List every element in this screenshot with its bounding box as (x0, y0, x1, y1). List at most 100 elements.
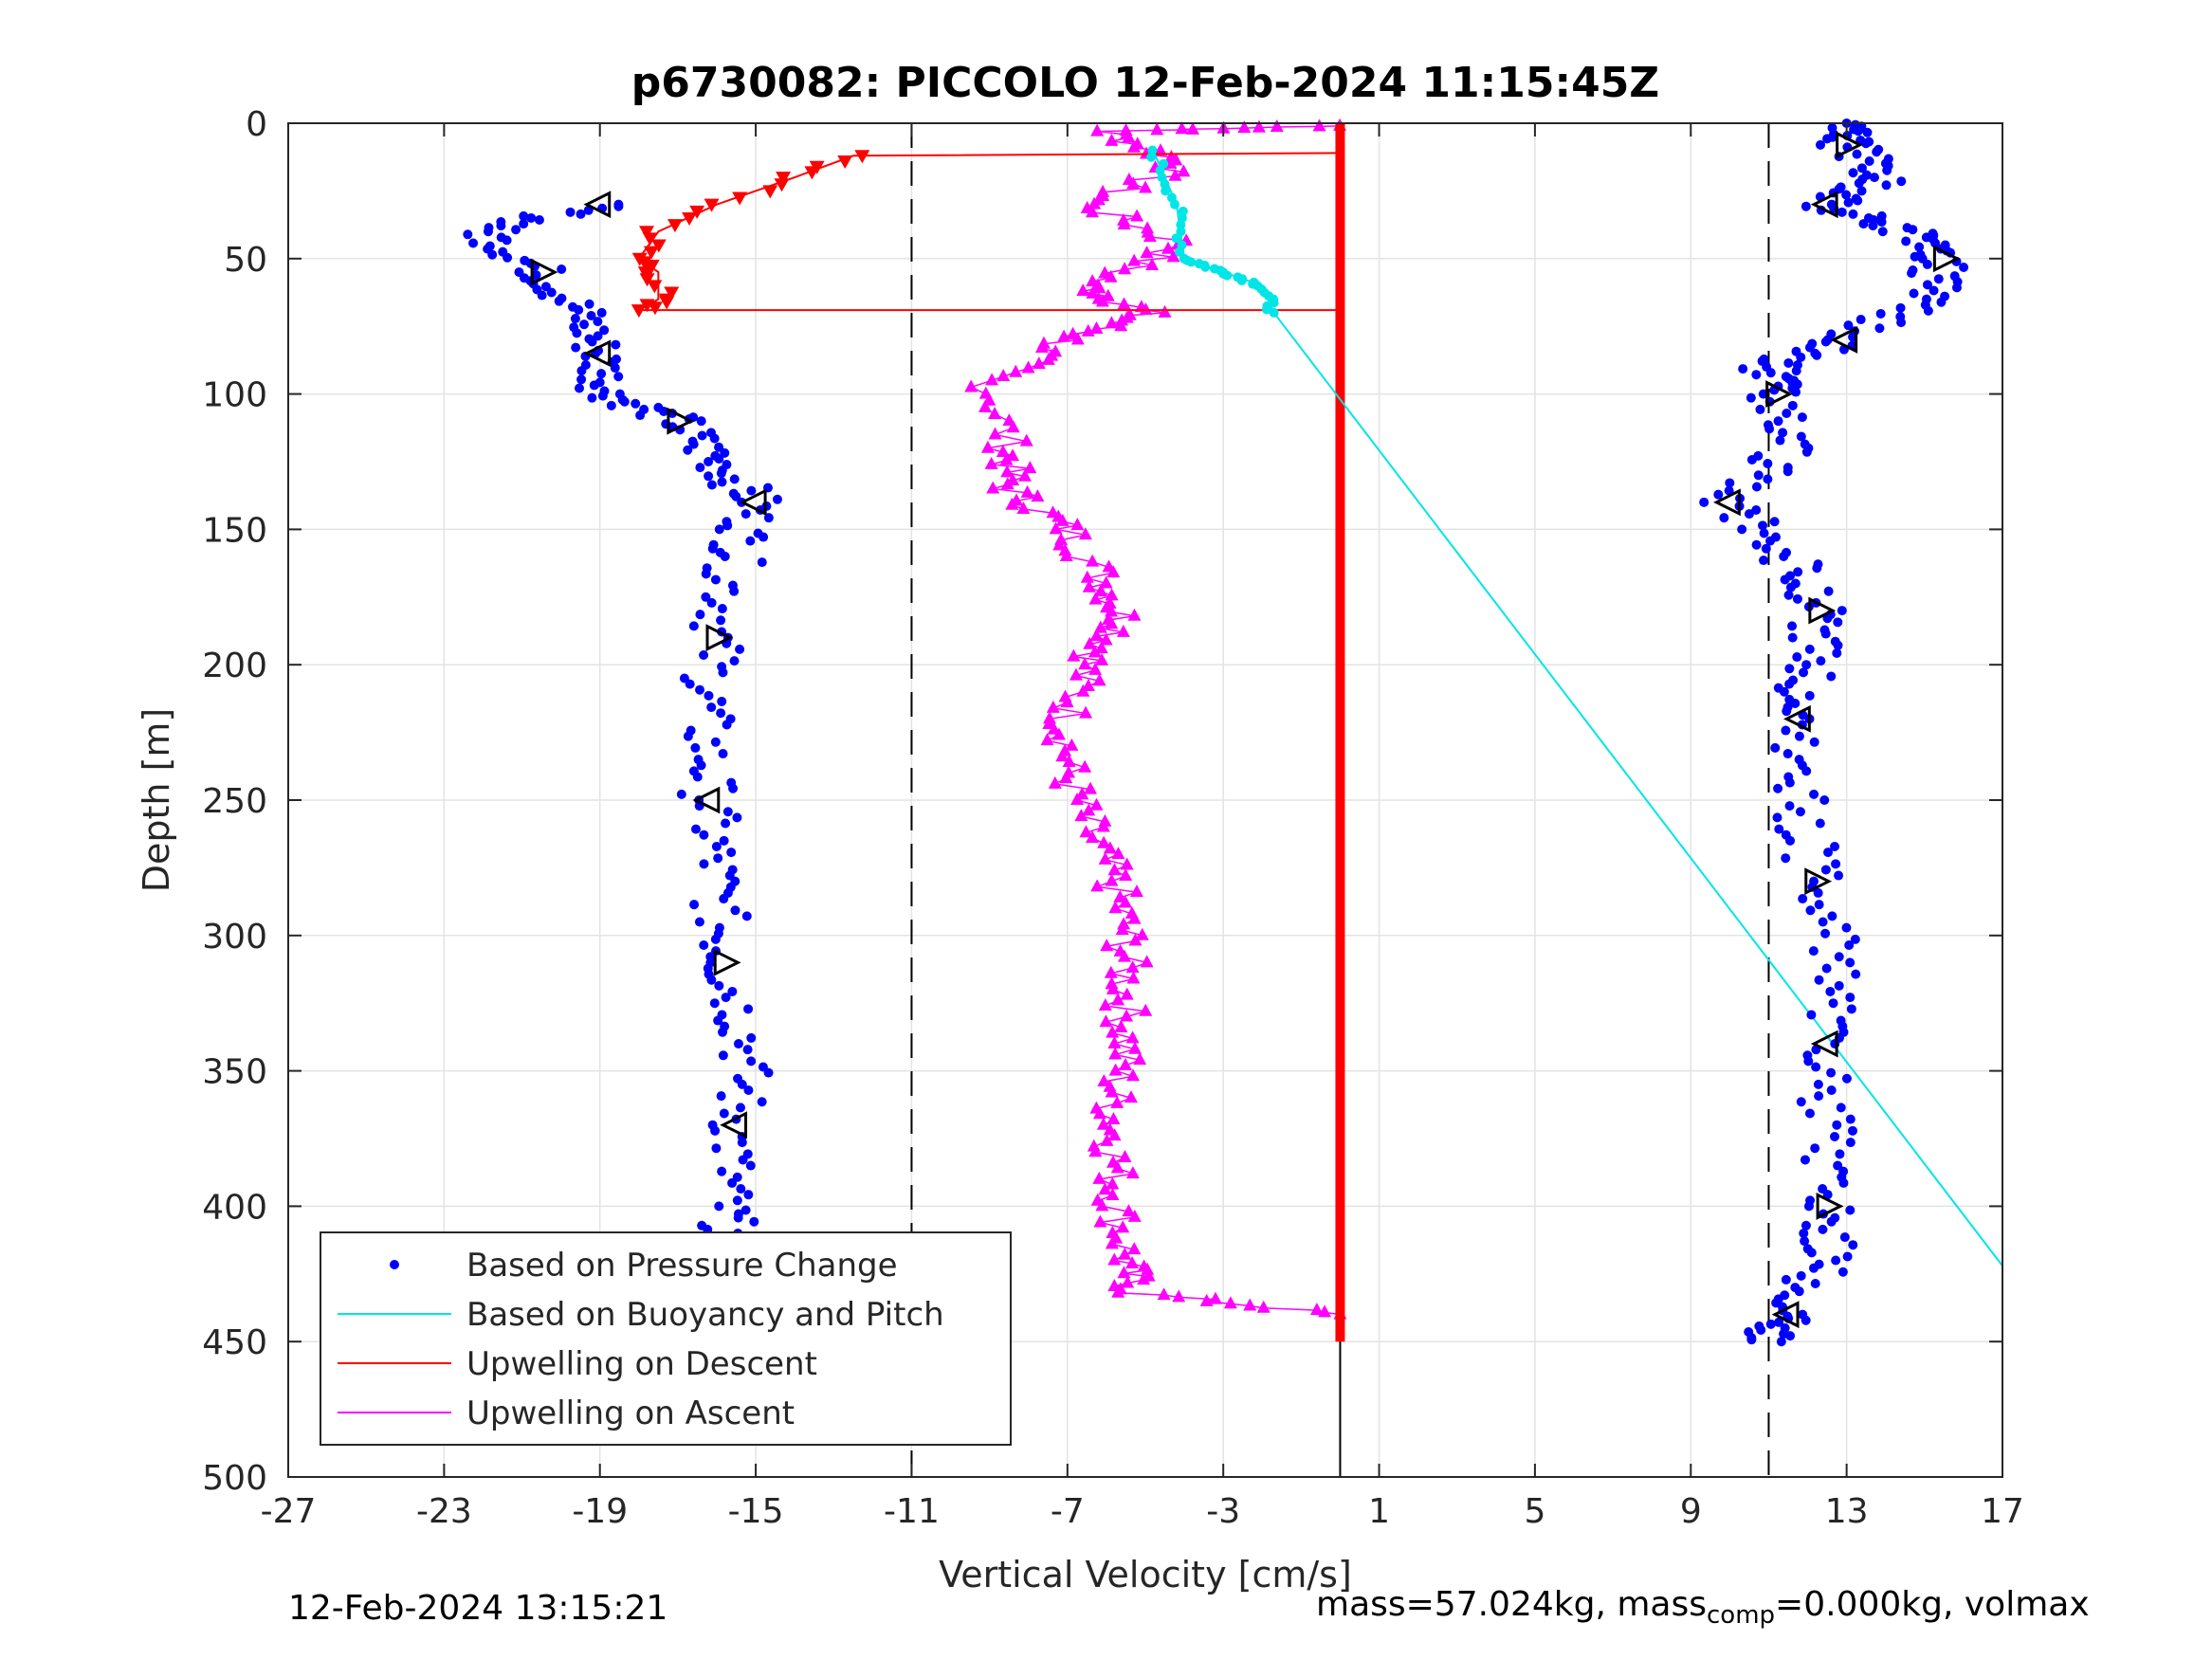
pitch-direction-marker (1804, 867, 1833, 896)
ascent-upwelling-marker (1089, 321, 1104, 335)
legend-swatch (390, 1260, 399, 1269)
x-tick-label: -7 (1051, 1492, 1085, 1531)
ascent-upwelling-marker (1121, 1275, 1135, 1288)
pressure-change-marker (732, 812, 742, 823)
ascent-upwelling-marker (1106, 1025, 1120, 1038)
pressure-change-marker (1820, 865, 1831, 875)
pressure-change-marker (519, 219, 529, 229)
pressure-change-marker (557, 264, 567, 275)
pressure-change-marker (565, 207, 576, 217)
pressure-change-marker (554, 296, 564, 306)
pressure-change-marker (1746, 392, 1756, 403)
ascent-upwelling-marker (1117, 949, 1131, 962)
pressure-change-marker (1841, 190, 1852, 200)
ascent-upwelling-marker (1086, 554, 1100, 567)
ascent-upwelling-marker (1111, 1285, 1125, 1298)
pressure-change-marker (1781, 372, 1791, 382)
legend-box (320, 1231, 1012, 1446)
ascent-upwelling-marker (1157, 1287, 1171, 1301)
ascent-upwelling-marker (1119, 867, 1133, 881)
x-tick-label: -23 (416, 1492, 472, 1531)
ascent-upwelling-marker (1088, 1144, 1103, 1158)
pressure-change-marker (676, 789, 686, 799)
ascent-upwelling-marker (1105, 133, 1119, 146)
ascent-upwelling-marker (1070, 518, 1085, 531)
pressure-change-marker (717, 1166, 727, 1176)
y-tick-label: 500 (202, 1459, 267, 1498)
x-tick-label: 1 (1368, 1492, 1390, 1531)
pressure-change-marker (1809, 737, 1819, 747)
pressure-change-marker (1813, 1079, 1823, 1089)
ascent-upwelling-marker (1069, 667, 1083, 681)
pressure-change-marker (1949, 271, 1960, 282)
pressure-change-marker (1881, 180, 1892, 191)
ascent-upwelling-marker (1139, 180, 1153, 193)
ascent-upwelling-marker (1135, 927, 1149, 940)
pressure-change-marker (1774, 824, 1784, 834)
pressure-change-marker (575, 383, 585, 393)
pressure-change-marker (1816, 139, 1826, 150)
pressure-change-marker (1784, 664, 1795, 674)
pressure-change-marker (1856, 315, 1866, 325)
ascent-upwelling-marker (1133, 1052, 1147, 1066)
ascent-upwelling-marker (1127, 253, 1142, 266)
pressure-change-marker (683, 445, 693, 455)
ascent-upwelling-marker (1120, 857, 1134, 870)
pressure-change-marker (1719, 513, 1729, 523)
pressure-change-marker (574, 304, 584, 315)
pressure-change-marker (1815, 818, 1825, 829)
descent-upwelling-marker (631, 304, 647, 319)
descent-upwelling-marker (732, 191, 748, 206)
pressure-change-marker (1841, 922, 1852, 933)
pressure-change-marker (593, 331, 603, 341)
pressure-change-marker (1940, 240, 1950, 250)
ascent-upwelling-marker (1078, 759, 1092, 773)
pressure-change-marker (635, 410, 646, 421)
pressure-change-marker (1791, 346, 1801, 356)
descent-upwelling-marker (647, 301, 663, 316)
pressure-change-marker (1826, 671, 1837, 682)
ascent-upwelling-marker (1104, 965, 1118, 978)
ascent-upwelling-marker (1086, 205, 1100, 218)
pressure-change-marker (613, 201, 624, 211)
pressure-change-marker (1851, 969, 1861, 979)
ascent-upwelling-marker (1139, 302, 1153, 316)
ascent-upwelling-marker (1086, 830, 1100, 843)
pressure-change-marker (1823, 586, 1834, 596)
pressure-change-marker (572, 328, 582, 338)
legend-label: Based on Pressure Change (466, 1247, 898, 1285)
pressure-change-marker (732, 1195, 742, 1206)
pressure-change-marker (589, 380, 599, 391)
pressure-change-marker (1774, 1317, 1784, 1327)
ascent-upwelling-marker (1108, 1047, 1123, 1060)
ascent-upwelling-marker (1042, 711, 1056, 724)
ascent-upwelling-marker (1065, 738, 1079, 751)
descent-upwelling-marker (643, 246, 659, 260)
ascent-upwelling-marker (1237, 120, 1252, 134)
pitch-direction-marker (692, 786, 721, 814)
ascent-upwelling-marker (1006, 448, 1020, 462)
pressure-change-marker (711, 841, 722, 851)
pressure-change-marker (720, 447, 730, 458)
pressure-change-marker (1784, 801, 1795, 811)
ascent-upwelling-marker (1100, 1133, 1114, 1146)
pressure-change-marker (1914, 242, 1925, 252)
ascent-upwelling-marker (1270, 118, 1284, 132)
pressure-change-marker (1818, 917, 1828, 927)
ascent-upwelling-marker (1150, 122, 1164, 136)
ascent-upwelling-marker (1127, 1209, 1142, 1222)
pressure-change-marker (1836, 1015, 1846, 1026)
pressure-change-marker (546, 287, 557, 298)
pressure-change-marker (1807, 338, 1818, 349)
ascent-upwelling-marker (1078, 527, 1092, 540)
buoyancy-pitch-marker (1186, 257, 1197, 267)
ascent-upwelling-marker (1098, 851, 1112, 865)
pressure-change-marker (706, 702, 717, 713)
ascent-upwelling-marker (1099, 632, 1113, 646)
ascent-upwelling-marker (1088, 645, 1102, 658)
pressure-change-marker (619, 396, 630, 407)
ascent-upwelling-marker (1127, 1242, 1142, 1255)
pressure-change-marker (1744, 1327, 1754, 1337)
descent-upwelling-marker (642, 232, 658, 246)
pressure-change-marker (1775, 435, 1785, 446)
